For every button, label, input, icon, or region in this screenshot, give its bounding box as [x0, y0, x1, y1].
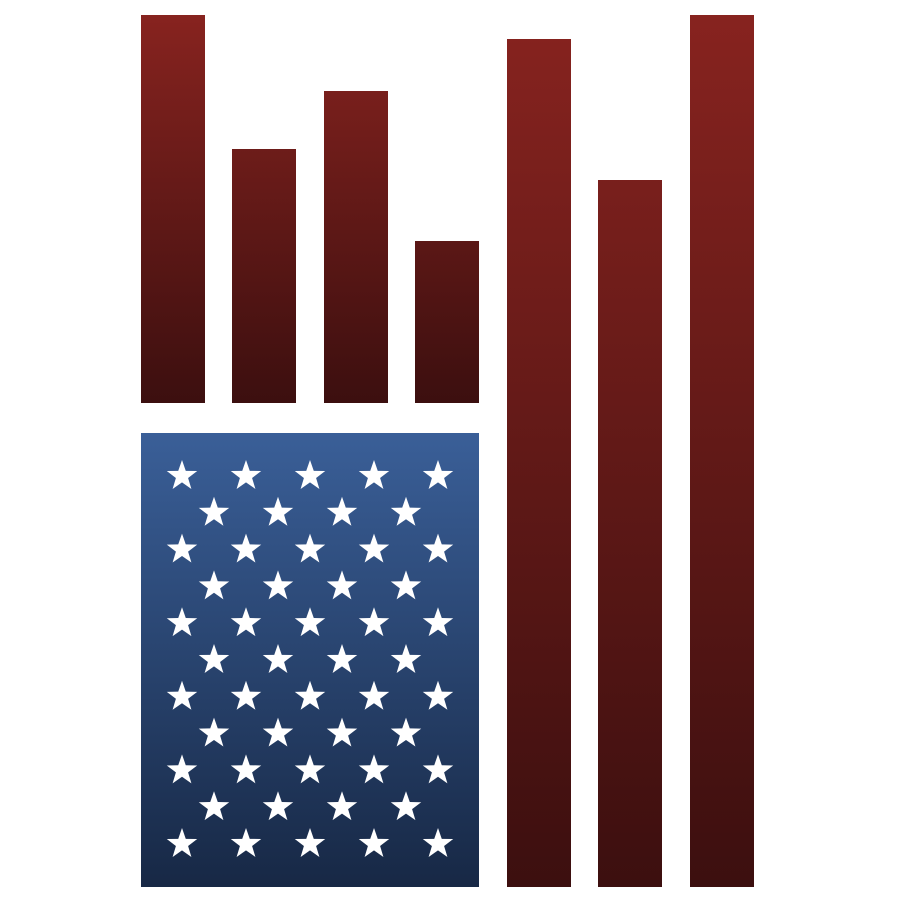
- stripe-5: [507, 39, 571, 887]
- stripe-2: [232, 149, 296, 403]
- stripe-4: [415, 241, 479, 403]
- stripe-6: [598, 180, 662, 887]
- stripe-7: [690, 15, 754, 887]
- stripe-1: [141, 15, 205, 403]
- stripe-3: [324, 91, 388, 403]
- canton: [141, 433, 479, 887]
